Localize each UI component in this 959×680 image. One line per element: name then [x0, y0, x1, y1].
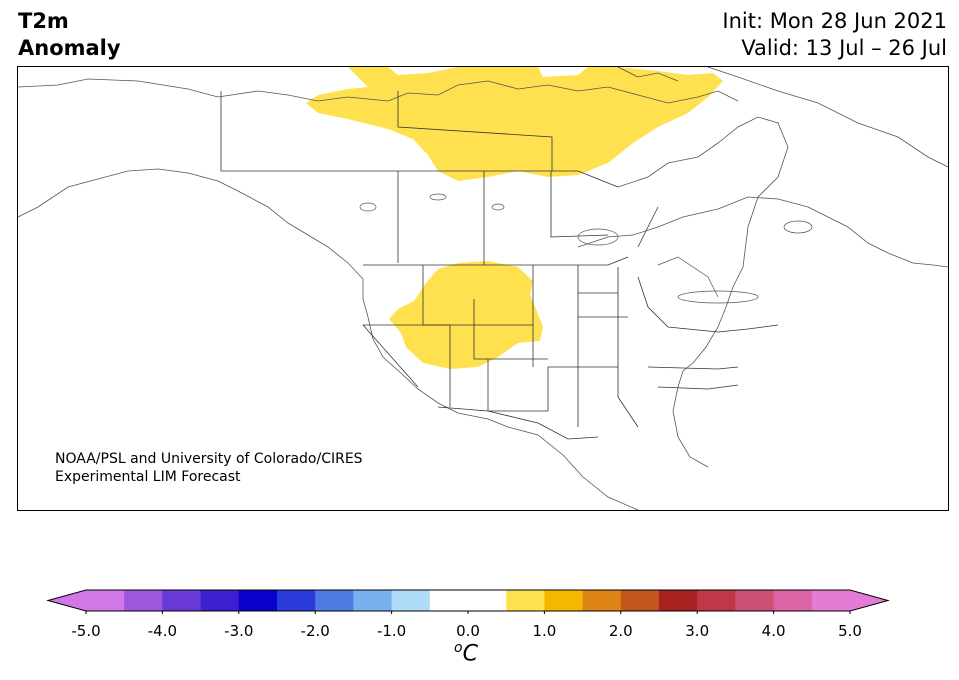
colorbar-segment — [162, 590, 202, 611]
map-title: T2m Anomaly — [18, 8, 121, 62]
map-canvas — [18, 67, 948, 510]
credit-line-1: NOAA/PSL and University of Colorado/CIRE… — [55, 451, 363, 467]
political-borders — [220, 91, 779, 440]
anomaly-shading — [306, 67, 723, 369]
colorbar-tick-label: 1.0 — [532, 622, 557, 640]
title-line-1: T2m — [18, 9, 69, 33]
colorbar-tick-label: 2.0 — [608, 622, 633, 640]
colorbar-segment — [697, 590, 736, 611]
lakes — [359, 193, 813, 304]
credit-line-2: Experimental LIM Forecast — [55, 469, 241, 485]
colorbar — [46, 589, 890, 614]
colorbar-segment — [200, 590, 240, 611]
colorbar-segment — [391, 590, 431, 611]
colorbar-units: oC — [454, 640, 478, 666]
colorbar-segment — [124, 590, 163, 611]
colorbar-tick-label: 4.0 — [761, 622, 786, 640]
units-degree: o — [454, 640, 463, 656]
colorbar-segment — [659, 590, 698, 611]
anomaly-area-northern-canada — [306, 67, 723, 181]
colorbar-segment — [238, 590, 278, 611]
colorbar-segment — [620, 590, 660, 611]
colorbar-tick-label: 0.0 — [456, 622, 480, 640]
colorbar-segment — [506, 590, 545, 611]
colorbar-segment — [429, 590, 469, 611]
colorbar-tick-label: -4.0 — [147, 622, 178, 640]
colorbar-segment — [773, 590, 813, 611]
colorbar-segment — [468, 590, 507, 611]
init-date: Init: Mon 28 Jun 2021 — [722, 9, 947, 33]
anomaly-area-western-us — [389, 261, 543, 369]
colorbar-tick-label: 3.0 — [685, 622, 710, 640]
colorbar-tick-label: -3.0 — [224, 622, 254, 640]
colorbar-segment — [582, 590, 622, 611]
colorbar-segment — [735, 590, 775, 611]
colorbar-tick-label: -1.0 — [376, 622, 407, 640]
title-line-2: Anomaly — [18, 36, 121, 60]
colorbar-over-extension — [850, 590, 888, 611]
colorbar-segment — [544, 590, 584, 611]
credit-text: NOAA/PSL and University of Colorado/CIRE… — [55, 450, 363, 486]
units-label: C — [462, 641, 478, 667]
colorbar-segment — [277, 590, 316, 611]
colorbar-segment — [86, 590, 125, 611]
colorbar-tick-label: -2.0 — [300, 622, 330, 640]
valid-dates: Valid: 13 Jul – 26 Jul — [741, 36, 947, 60]
colorbar-segment — [811, 590, 851, 611]
coastlines — [18, 67, 948, 510]
colorbar-segment — [353, 590, 393, 611]
forecast-dates: Init: Mon 28 Jun 2021 Valid: 13 Jul – 26… — [722, 8, 947, 62]
anomaly-map — [17, 66, 949, 511]
colorbar-tick-label: 5.0 — [838, 622, 862, 640]
colorbar-under-extension — [48, 590, 86, 611]
colorbar-tick-label: -5.0 — [71, 622, 101, 640]
colorbar-segment — [315, 590, 354, 611]
